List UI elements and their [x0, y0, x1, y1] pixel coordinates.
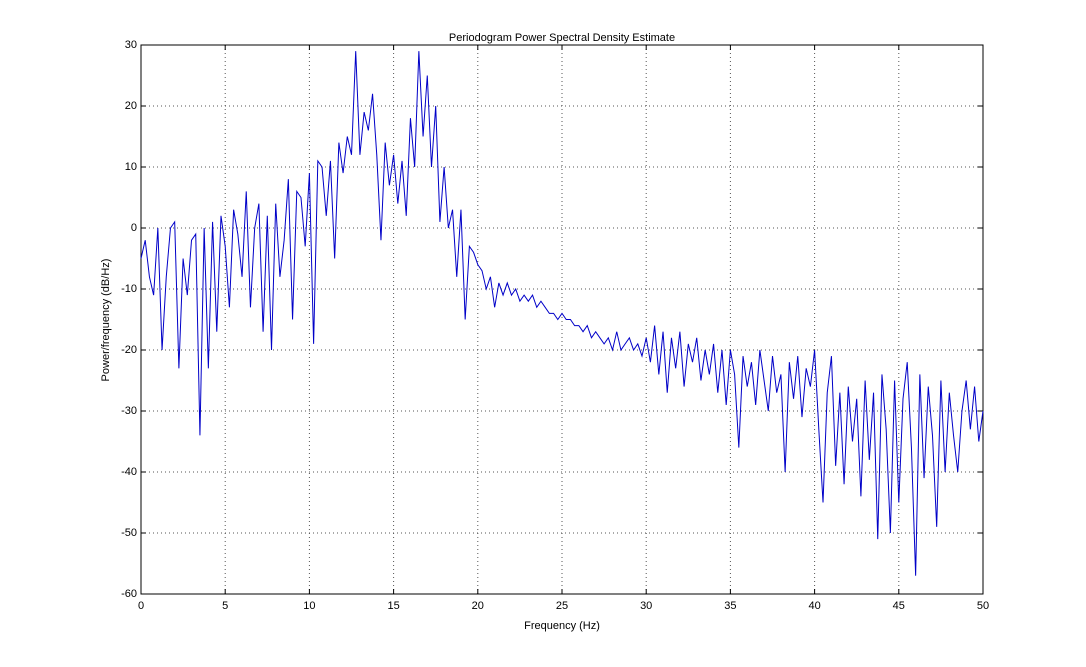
y-tick-label: -50: [121, 527, 137, 539]
y-tick-label: -60: [121, 588, 137, 600]
x-tick-label: 50: [977, 600, 989, 612]
y-tick-label: -10: [121, 283, 137, 295]
chart-title: Periodogram Power Spectral Density Estim…: [449, 32, 675, 44]
y-tick-label: 30: [125, 39, 137, 51]
x-tick-label: 35: [724, 600, 736, 612]
data-line: [140, 51, 984, 576]
plot-frame: [140, 44, 984, 595]
x-tick-label: 5: [222, 600, 228, 612]
y-tick-label: 0: [131, 222, 137, 234]
x-tick-label: 30: [640, 600, 652, 612]
y-tick-label: -30: [121, 405, 137, 417]
y-tick-label: 10: [125, 161, 137, 173]
x-tick-label: 15: [387, 600, 399, 612]
y-tick-label: -20: [121, 344, 137, 356]
x-tick-label: 40: [808, 600, 820, 612]
x-tick-label: 0: [138, 600, 144, 612]
x-tick-label: 10: [303, 600, 315, 612]
x-tick-label: 25: [556, 600, 568, 612]
x-axis-label: Frequency (Hz): [524, 620, 600, 632]
y-tick-label: -40: [121, 466, 137, 478]
x-tick-label: 20: [472, 600, 484, 612]
y-tick-label: 20: [125, 100, 137, 112]
y-axis-label: Power/frequency (dB/Hz): [100, 259, 112, 382]
x-tick-label: 45: [893, 600, 905, 612]
